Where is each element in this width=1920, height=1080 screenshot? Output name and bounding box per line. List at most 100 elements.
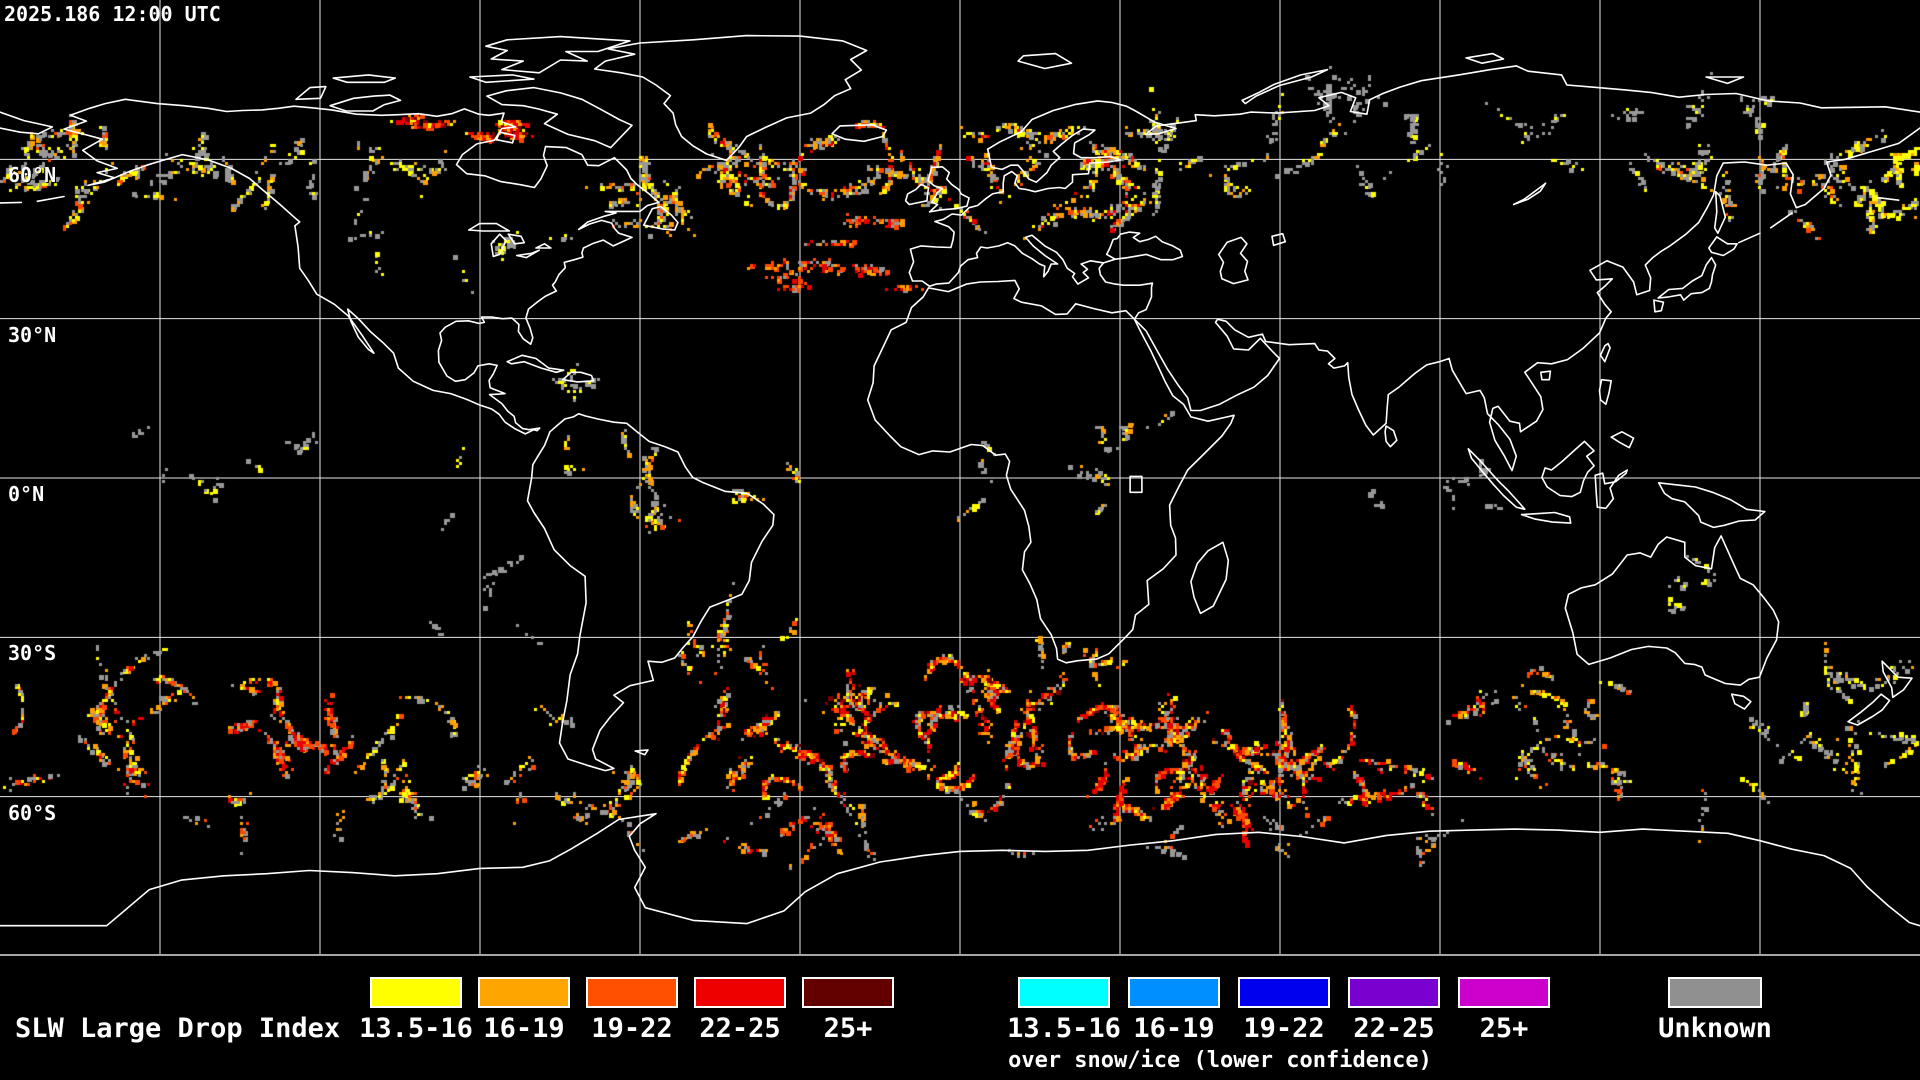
legend-item: 25+ [802,977,894,1044]
world-map: 60°N 30°N 0°N 30°S 60°S 2025.186 12:00 UTC [0,0,1920,956]
map-bottom-border [0,954,1920,956]
legend-item: 19-22 [1238,977,1330,1044]
legend-item: 13.5-16 [1007,977,1121,1044]
coastline [1520,511,1572,524]
coastline [1730,693,1752,710]
legend-swatch [1458,977,1550,1008]
coastline [1847,693,1891,726]
legend: SLW Large Drop Index 13.5-16 16-19 19-22 22… [0,956,1920,1080]
coastline [507,233,526,245]
coastline [634,749,649,756]
coastline [485,35,631,74]
coastline [1129,475,1143,494]
coastline [469,74,535,84]
legend-snow-caption: over snow/ice (lower confidence) [1008,1048,1432,1073]
legend-item: 19-22 [586,977,678,1044]
coastline [486,86,633,149]
coastline [904,183,930,206]
legend-swatch [370,977,462,1008]
coastline [1653,299,1665,313]
latitude-label: 30°N [8,322,57,347]
coastline [1881,660,1913,699]
coastline [1657,256,1717,301]
coastline [0,812,1920,927]
legend-item: 25+ [1458,977,1550,1044]
coastline [295,85,327,101]
coastlines-layer [0,34,1920,927]
coastline [1541,440,1595,498]
latitude-label: 0°N [8,482,45,506]
coastline [986,65,1920,150]
legend-item-label: 19-22 [591,1013,673,1044]
coastline [495,131,516,144]
data-overlay-layer [0,0,1920,956]
latitude-label: 30°S [8,641,57,666]
legend-swatch [1128,977,1220,1008]
coastline [0,111,54,135]
coastline [515,249,541,259]
legend-item: 13.5-16 [359,977,473,1044]
legend-swatch [1018,977,1110,1008]
legend-item: 22-25 [694,977,786,1044]
coastline [1384,425,1398,448]
legend-swatch [1668,977,1762,1008]
coastline [1512,182,1547,206]
coastline [1657,481,1766,529]
legend-item-label: 13.5-16 [1007,1013,1121,1044]
legend-item-label: Unknown [1658,1013,1772,1044]
coastline [593,34,868,162]
coastline [1540,370,1552,381]
coastline [831,124,888,143]
coastline [1598,378,1612,406]
coastline [642,205,679,231]
coastline [36,195,65,203]
coastline [1465,52,1505,65]
legend-item: 16-19 [478,977,570,1044]
legend-item: 16-19 [1128,977,1220,1044]
legend-swatch [1238,977,1330,1008]
coastline [329,94,402,112]
coastline [1599,342,1611,363]
latitude-label: 60°N [8,163,57,188]
coastline [1610,430,1635,449]
legend-item: 22-25 [1348,977,1440,1044]
coastline [1564,535,1780,686]
coastline [1713,190,1727,234]
coastline [506,354,565,374]
latitude-label: 60°S [8,800,57,825]
legend-item-label: 13.5-16 [359,1013,473,1044]
legend-item-label: 16-19 [1133,1013,1215,1044]
coastline [561,371,595,383]
legend-item-label: 25+ [1479,1013,1529,1044]
legend-item-label: 25+ [823,1013,873,1044]
coastline [908,127,1920,472]
coastline [535,243,552,249]
coastline [1241,68,1329,105]
coastline [1737,232,1761,244]
coastline [1190,541,1230,615]
legend-swatch [1348,977,1440,1008]
coastline [526,412,775,772]
legend-item-label: 19-22 [1243,1013,1325,1044]
legend-swatch [694,977,786,1008]
coastline [1017,52,1073,70]
coastline [927,166,970,213]
legend-item-label: 16-19 [483,1013,565,1044]
legend-swatch [478,977,570,1008]
coastline [1705,76,1745,85]
legend-title: SLW Large Drop Index [15,1013,341,1044]
coastline [866,279,1235,664]
coastline [0,201,23,204]
legend-item: Unknown [1658,977,1772,1044]
coastline [1769,212,1793,229]
coastline [1271,232,1287,247]
coastline [1217,236,1249,285]
coastline [490,233,507,258]
legend-item-label: 22-25 [1353,1013,1435,1044]
legend-swatch [586,977,678,1008]
timestamp: 2025.186 12:00 UTC [4,2,221,26]
coastline [1708,236,1738,257]
coastline [332,74,397,84]
legend-item-label: 22-25 [699,1013,781,1044]
